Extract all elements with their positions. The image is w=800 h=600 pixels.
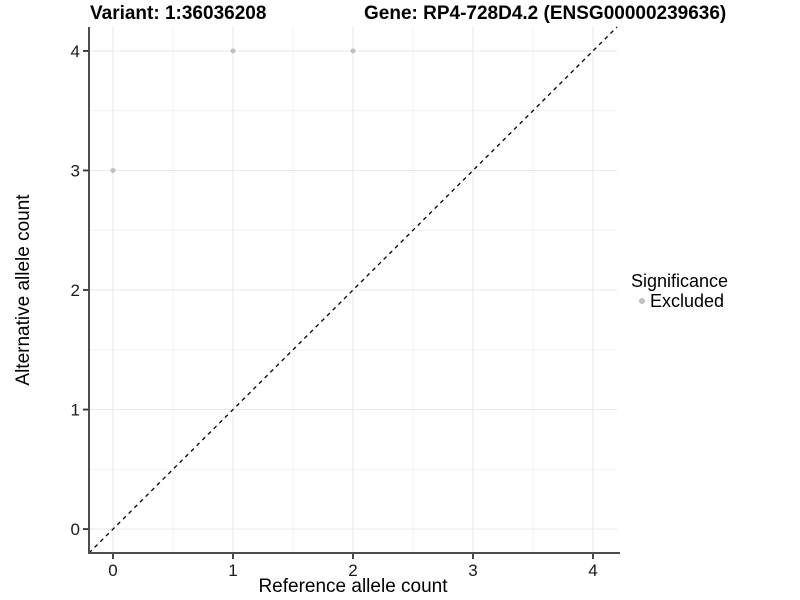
y-tick-label: 3 <box>71 161 80 180</box>
plot-title-gene: Gene: RP4-728D4.2 (ENSG00000239636) <box>364 3 727 24</box>
x-tick-label: 0 <box>108 561 117 580</box>
data-point <box>230 48 236 54</box>
legend-dot-icon <box>639 298 645 304</box>
legend-item-excluded: Excluded <box>631 291 728 311</box>
x-tick-label: 2 <box>348 561 357 580</box>
data-point <box>110 167 116 173</box>
y-tick-label: 2 <box>71 281 80 300</box>
x-tick-label: 4 <box>588 561 597 580</box>
x-tick-label: 3 <box>468 561 477 580</box>
y-axis-title: Alternative allele count <box>13 194 34 386</box>
x-tick-label: 1 <box>228 561 237 580</box>
y-tick-label: 4 <box>71 42 80 61</box>
legend-item-label: Excluded <box>650 291 725 311</box>
data-point <box>350 48 356 54</box>
y-tick-label: 1 <box>71 401 80 420</box>
legend: Significance Excluded <box>631 271 728 311</box>
y-tick-label: 0 <box>71 520 80 539</box>
x-axis-title: Reference allele count <box>258 576 448 597</box>
plot-title-variant: Variant: 1:36036208 <box>90 3 267 24</box>
legend-title: Significance <box>631 271 729 291</box>
